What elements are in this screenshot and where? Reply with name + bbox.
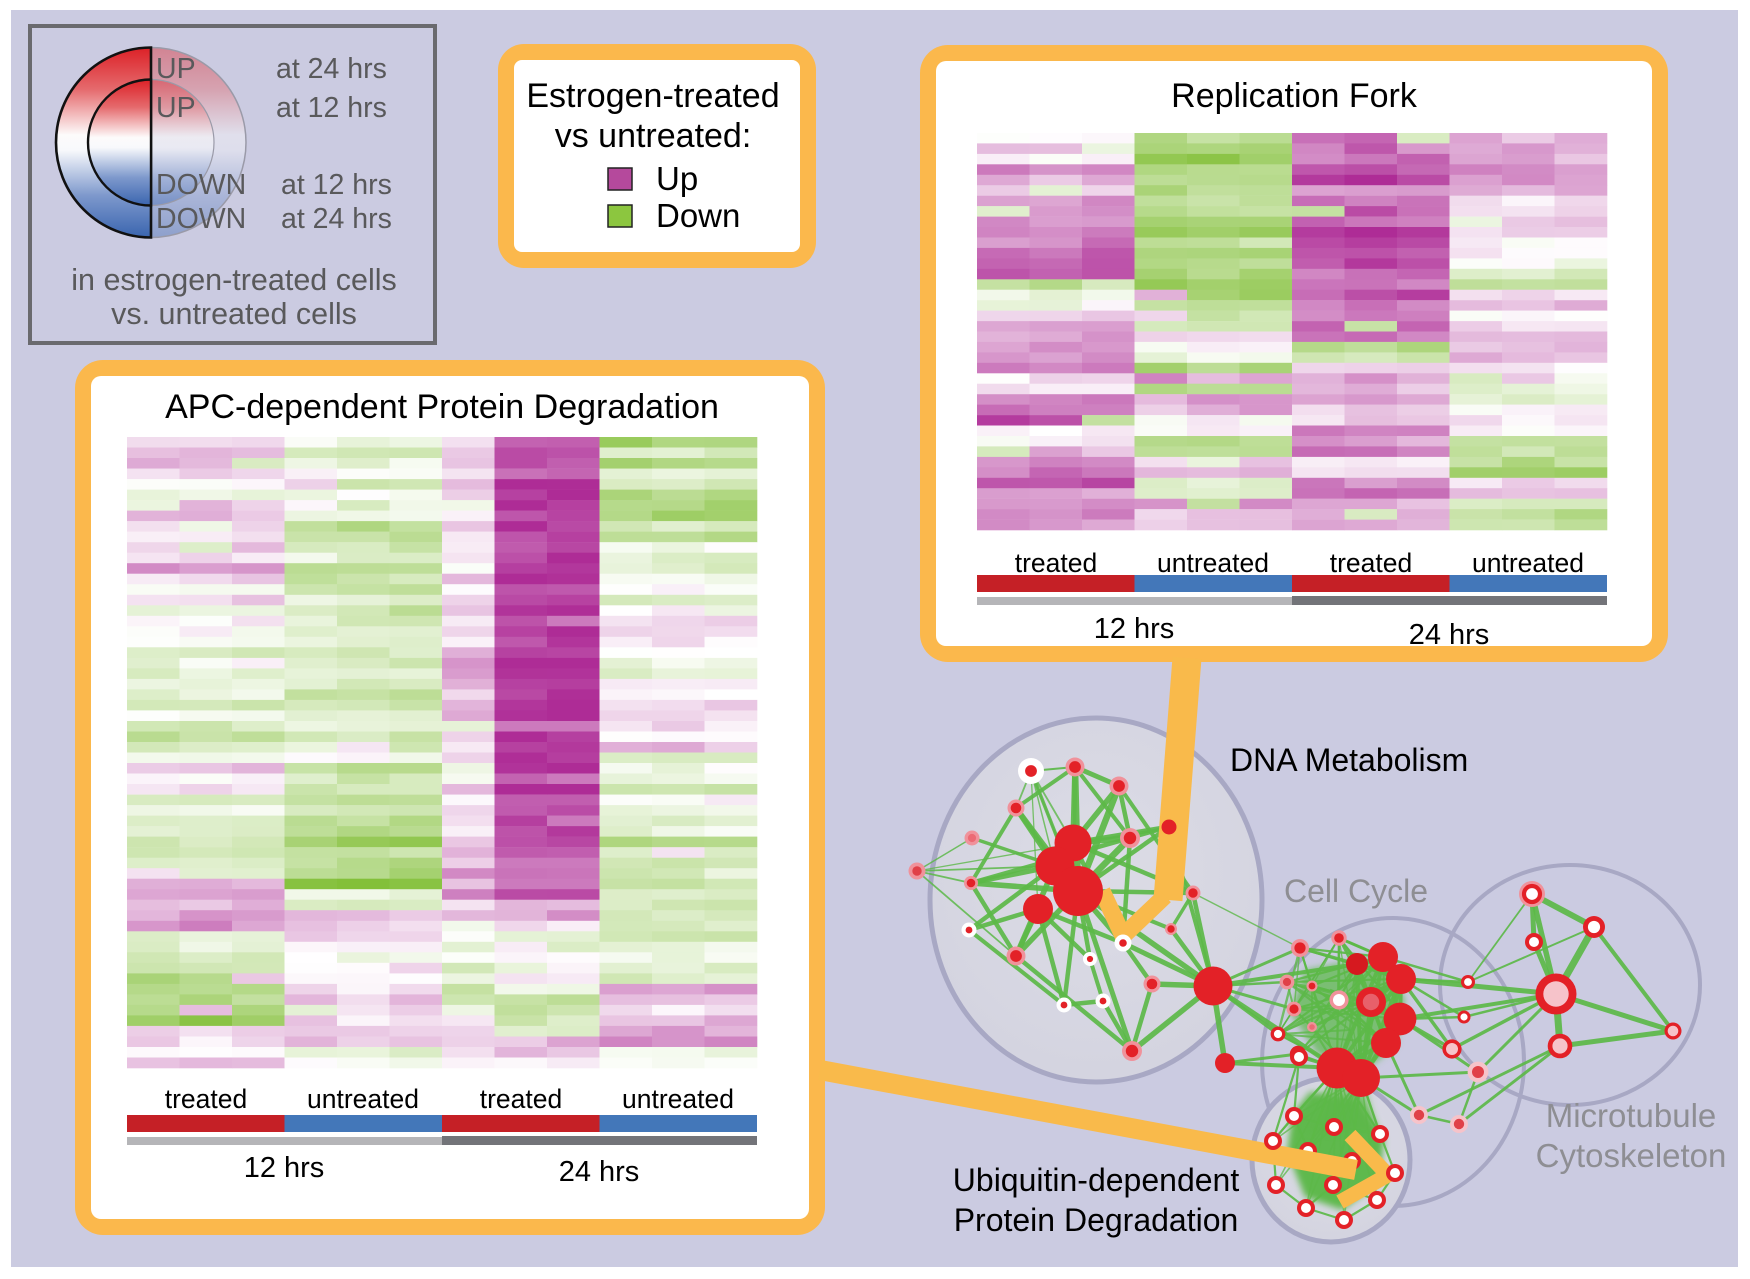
svg-text:Up: Up [656, 160, 698, 197]
svg-text:DNA Metabolism: DNA Metabolism [1230, 742, 1468, 778]
svg-text:UP: UP [156, 92, 196, 124]
svg-text:DOWN: DOWN [156, 203, 246, 235]
svg-text:untreated: untreated [307, 1084, 419, 1114]
svg-text:in estrogen-treated cells: in estrogen-treated cells [71, 263, 397, 297]
svg-text:24 hrs: 24 hrs [559, 1156, 640, 1188]
svg-text:UP: UP [156, 53, 196, 85]
svg-text:Cell Cycle: Cell Cycle [1284, 873, 1428, 909]
svg-text:DOWN: DOWN [156, 169, 246, 201]
svg-text:12 hrs: 12 hrs [1094, 613, 1175, 645]
svg-text:Ubiquitin-dependent: Ubiquitin-dependent [953, 1162, 1240, 1198]
svg-text:12 hrs: 12 hrs [244, 1152, 325, 1184]
svg-text:untreated: untreated [1157, 548, 1269, 578]
svg-text:at 12 hrs: at 12 hrs [281, 169, 392, 201]
svg-text:at 24 hrs: at 24 hrs [281, 203, 392, 235]
svg-text:treated: treated [480, 1084, 563, 1114]
svg-text:Protein Degradation: Protein Degradation [954, 1202, 1239, 1238]
svg-text:at 12 hrs: at 12 hrs [276, 92, 387, 124]
svg-text:APC-dependent Protein Degradat: APC-dependent Protein Degradation [165, 388, 719, 426]
svg-text:Estrogen-treated: Estrogen-treated [526, 77, 779, 115]
svg-text:Replication Fork: Replication Fork [1171, 77, 1418, 115]
svg-text:untreated: untreated [1472, 548, 1584, 578]
svg-text:vs untreated:: vs untreated: [555, 117, 752, 155]
svg-text:Cytoskeleton: Cytoskeleton [1536, 1137, 1727, 1174]
svg-text:treated: treated [165, 1084, 248, 1114]
svg-text:at 24 hrs: at 24 hrs [276, 53, 387, 85]
svg-text:treated: treated [1015, 548, 1098, 578]
svg-text:24 hrs: 24 hrs [1409, 619, 1490, 651]
svg-text:treated: treated [1330, 548, 1413, 578]
svg-text:vs. untreated cells: vs. untreated cells [111, 297, 357, 331]
svg-text:untreated: untreated [622, 1084, 734, 1114]
svg-text:Microtubule: Microtubule [1546, 1097, 1717, 1134]
svg-text:Down: Down [656, 197, 740, 234]
